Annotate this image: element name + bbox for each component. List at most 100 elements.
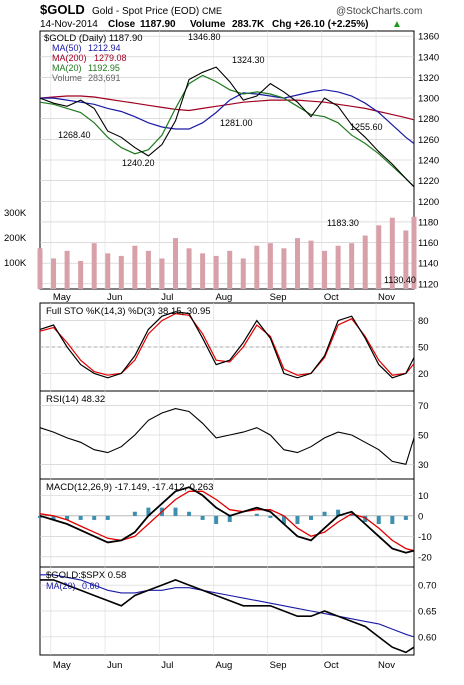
y-tick-label-0-5: 1220 [418,176,439,187]
annotation-low-jun: 1240.20 [122,158,155,168]
annotation-low-aug: 1281.00 [220,118,253,128]
macd-hist-bar-0 [38,515,42,518]
ma50-line [40,89,415,144]
y-tick-label-0-4: 1200 [418,197,439,208]
macd-hist-bar-14 [227,515,232,522]
annotation-high-aug: 1324.30 [232,55,265,65]
volume-bar-20 [308,240,314,289]
month-label-top-1: Jun [107,292,122,303]
y-tick-label-1-0: 20 [418,369,429,380]
macd-hist-bar-1 [51,515,56,520]
macd-hist-bar-16 [254,513,259,516]
month-label-bottom-5: Oct [324,660,339,671]
chg-label: Chg [272,19,291,30]
macd-hist-bar-19 [295,515,300,525]
macd-hist-bar-12 [200,515,205,520]
marks-layer [37,66,417,654]
y-tick-label-1-1: 50 [418,343,429,354]
ma20-line [39,74,415,188]
y-tick-label-4-2: 0.70 [418,581,437,592]
macd-hist-bar-13 [214,515,219,525]
watermark: @StockCharts.com [336,6,422,17]
chg-value: +26.10 (+2.25%) [294,19,369,30]
month-label-bottom-0: May [53,660,71,671]
volume-bar-5 [105,253,111,289]
month-axis-bottom: May Jun Jul Aug Sep Oct Nov [53,660,395,671]
volume-bar-13 [213,255,219,289]
y-tick-label-0-1: 1140 [418,259,438,270]
macd-hist-bar-17 [268,515,273,518]
month-label-top-4: Sep [270,292,287,303]
volume-tick-100k: 100K [4,258,27,269]
instrument-name: Gold - Spot Price (EOD) [92,6,199,17]
annotation-high-oct: 1255.60 [350,122,383,132]
legend-ma200-label: MA(200) [52,53,87,63]
annotation-low-may: 1268.40 [58,130,91,140]
volume-bar-18 [281,248,287,289]
volume-tick-200k: 200K [4,233,27,244]
rsi-line [39,408,415,465]
volume-bar-16 [254,245,260,289]
volume-bar-19 [294,238,300,289]
y-tick-label-3-0: -20 [418,552,432,563]
month-label-bottom-6: Nov [378,660,395,671]
annotation-low-nov: 1130.40 [384,275,416,285]
macd-hist-bar-7 [132,511,137,516]
volume-bar-26 [389,217,395,289]
volume-bar-23 [349,243,355,289]
macd-hist-bar-3 [78,515,83,520]
volume-bar-7 [132,245,138,289]
y-tick-label-3-2: 0 [418,511,423,522]
price-line [39,66,415,188]
macd-hist-bar-2 [65,515,70,520]
exchange-label: CME [202,6,222,16]
price-panel-title: $GOLD (Daily) 1187.90 [44,33,143,44]
y-tick-label-2-2: 70 [418,401,429,412]
grid-layer: 1120 1140 1160 1180 1200 1220 1240 1260 1280 1300… [40,31,439,655]
annotation-low-oct: 1183.30 [327,218,359,228]
y-tick-label-0-7: 1260 [418,135,439,146]
month-label-top-5: Oct [324,292,339,303]
legend-volume-label: Volume [52,73,82,83]
y-tick-label-4-0: 0.60 [418,632,437,643]
month-label-top-2: Jul [161,292,173,303]
macd-hist-bar-8 [146,507,151,516]
y-tick-label-0-0: 1120 [418,279,438,290]
macd-hist-bar-20 [309,515,314,520]
month-label-top-6: Nov [378,292,395,303]
ma200-line [39,95,415,121]
macd-hist-bar-27 [403,515,408,520]
month-label-top-3: Aug [215,292,232,303]
chart-header: $GOLD Gold - Spot Price (EOD) CME @Stock… [40,2,422,30]
month-label-bottom-3: Aug [215,660,232,671]
volume-axis: 300K 200K 100K [4,208,27,269]
y-tick-label-0-11: 1340 [418,52,439,63]
macd-hist-bar-26 [390,515,395,525]
volume-bar-10 [173,238,179,289]
volume-bar-2 [64,250,70,289]
macd-hist-bar-21 [322,511,327,516]
month-label-top-0: May [53,292,71,303]
volume-bar-0 [37,248,43,289]
annotation-high-jul: 1346.80 [188,32,221,42]
macd-hist-bar-25 [376,515,381,525]
macd-hist-bar-18 [281,515,286,525]
volume-bar-11 [186,248,192,289]
macd-panel-title: MACD(12,26,9) -17.149, -17.412, 0.263 [46,482,213,493]
volume-bar-28 [411,216,417,289]
sto-k-line [39,311,415,379]
legend-ma20-label: MA(20) [52,63,82,73]
y-tick-label-0-6: 1240 [418,156,439,167]
volume-bar-21 [322,250,328,289]
macd-signal-line [39,490,415,552]
price-annotations: 1268.40 1240.20 1346.80 1324.30 1281.00 … [58,32,416,285]
ratio-ma20-value: 0.60 [82,581,100,591]
volume-bar-1 [51,258,57,289]
sto-d-line [39,312,415,376]
month-label-bottom-4: Sep [270,660,287,671]
volume-label: Volume [190,19,226,30]
ratio-ma20-label: MA(20) [46,581,76,591]
macd-hist-bar-22 [336,509,341,516]
y-tick-label-0-2: 1160 [418,238,438,249]
